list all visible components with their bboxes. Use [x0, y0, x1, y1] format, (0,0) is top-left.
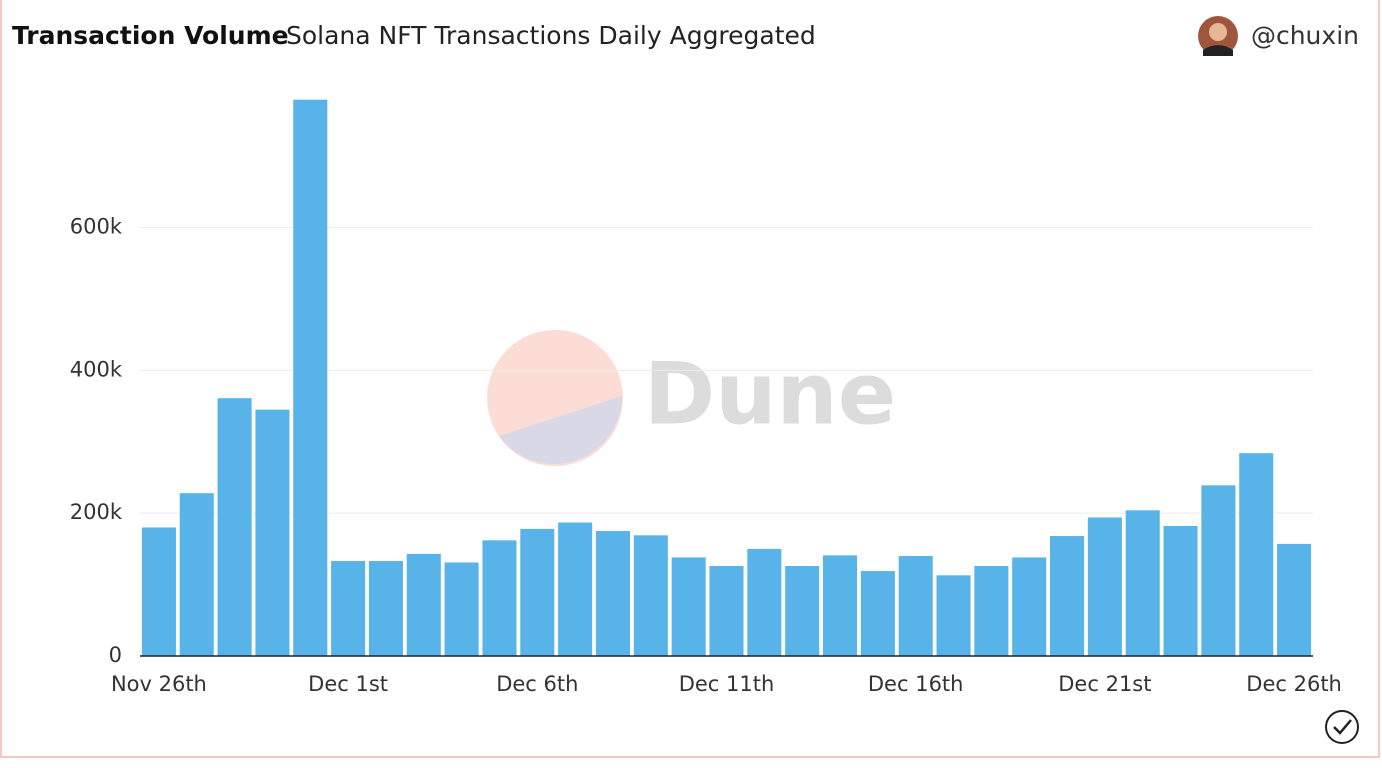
x-tick-label: Dec 11th [679, 672, 775, 696]
chart-title: Transaction Volume [12, 21, 289, 50]
bar [595, 531, 631, 656]
bar [520, 528, 555, 656]
watermark-logo [487, 330, 623, 466]
check-icon[interactable] [1325, 710, 1359, 744]
bar [633, 535, 668, 656]
bar [709, 566, 744, 656]
x-tick-label: Dec 16th [868, 672, 964, 696]
bar [1050, 536, 1085, 656]
bar [558, 522, 593, 656]
bar [444, 562, 479, 656]
watermark: Dune [644, 344, 896, 444]
y-tick-label: 600k [70, 215, 123, 239]
bar [255, 409, 290, 656]
bar [1012, 557, 1047, 656]
x-tick-label: Dec 6th [496, 672, 578, 696]
x-tick-label: Dec 21st [1058, 672, 1151, 696]
bar [406, 553, 441, 656]
bar [217, 398, 252, 656]
bar [936, 575, 971, 656]
author[interactable]: @chuxin [1251, 21, 1359, 50]
bar [1201, 485, 1236, 656]
avatar [1198, 16, 1238, 56]
bar [331, 561, 366, 656]
x-tick-label: Dec 26th [1246, 672, 1342, 696]
bar [822, 555, 858, 656]
bar [179, 493, 214, 656]
x-tick-label: Dec 1st [308, 672, 388, 696]
bar [1163, 526, 1198, 656]
bar [898, 556, 933, 656]
bar [293, 99, 328, 656]
y-tick-label: 400k [70, 357, 123, 381]
bar [482, 540, 517, 656]
x-tick-label: Nov 26th [111, 672, 207, 696]
bar [1125, 510, 1160, 656]
y-tick-label: 0 [109, 643, 122, 667]
bar [1239, 453, 1274, 656]
bar [747, 548, 782, 656]
bar [671, 557, 706, 656]
bar [860, 571, 895, 656]
bar [368, 561, 403, 656]
bar [1277, 543, 1312, 656]
bar [785, 566, 820, 656]
y-tick-label: 200k [70, 500, 123, 524]
bar [974, 566, 1009, 656]
chart-subtitle: Solana NFT Transactions Daily Aggregated [286, 21, 816, 50]
bar [1087, 517, 1122, 656]
bar [141, 527, 176, 656]
